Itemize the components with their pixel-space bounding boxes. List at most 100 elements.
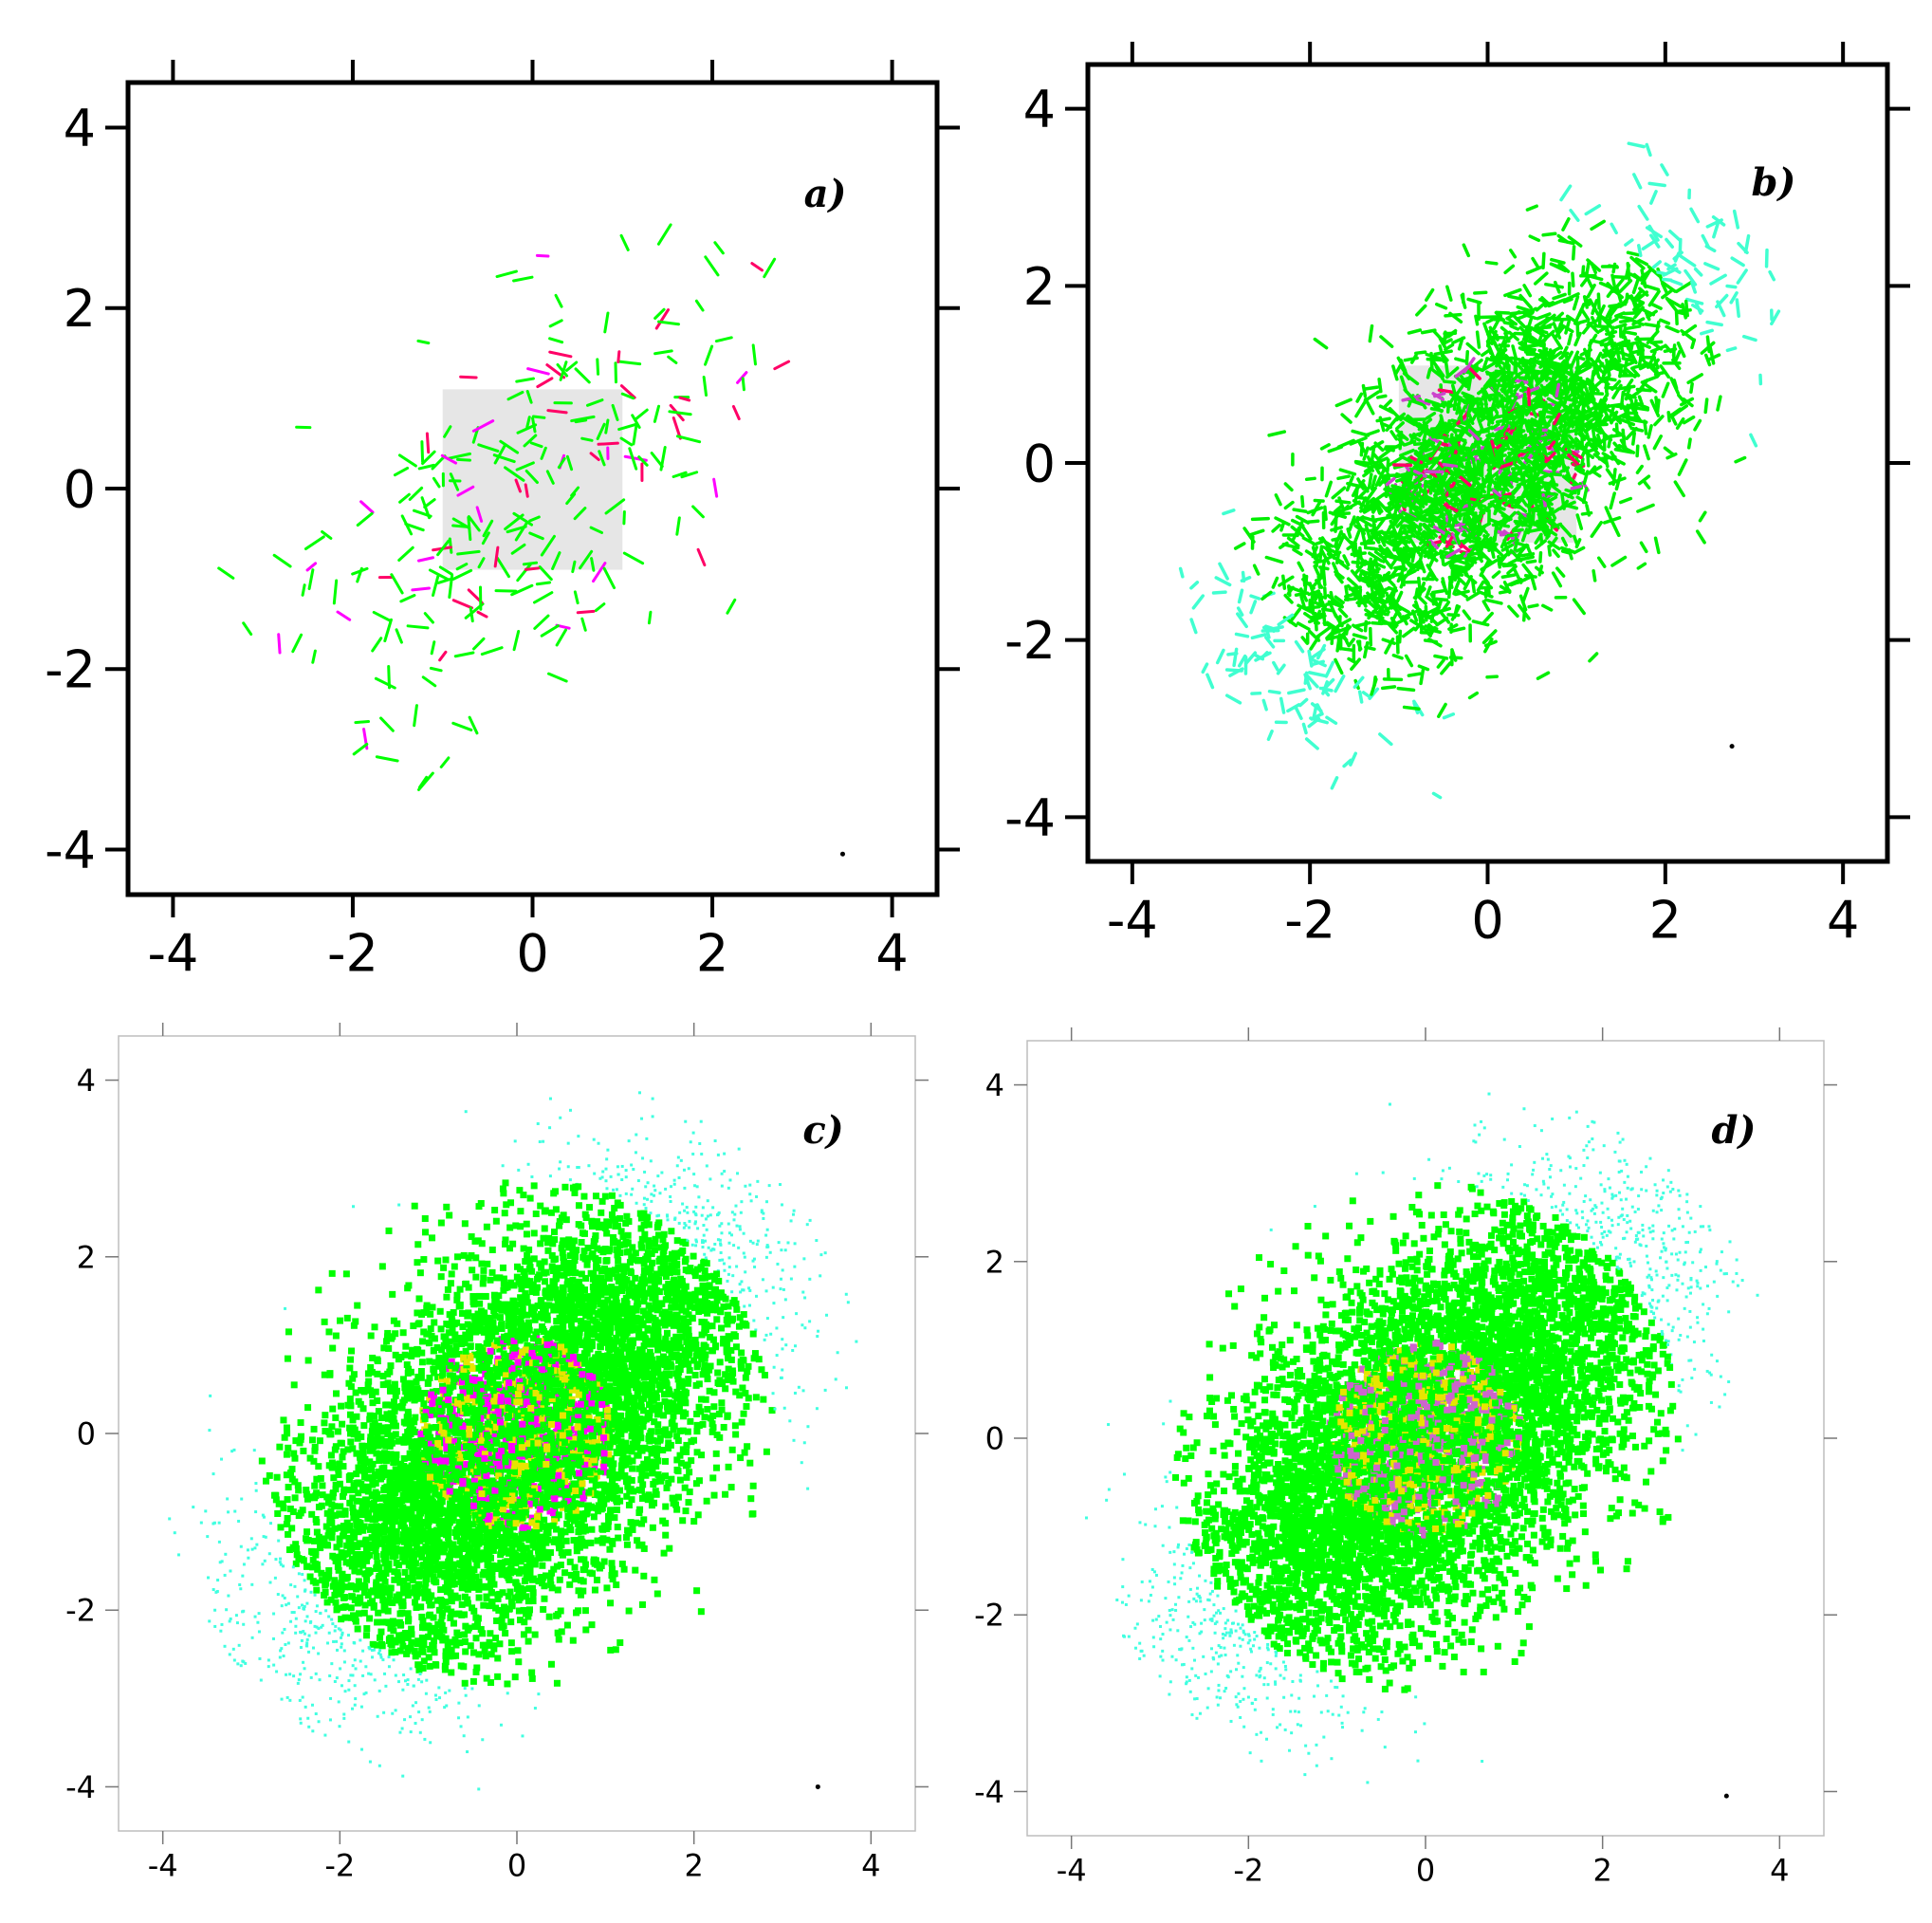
data-point xyxy=(322,1412,329,1419)
data-point xyxy=(1603,453,1610,469)
x-tick-label: -4 xyxy=(1107,891,1158,951)
data-point xyxy=(516,423,538,435)
data-point xyxy=(1655,398,1661,413)
data-point xyxy=(1298,697,1309,708)
data-point xyxy=(1525,559,1537,564)
data-point xyxy=(1218,562,1229,581)
data-point xyxy=(1614,314,1635,322)
data-point xyxy=(1336,474,1351,481)
data-point xyxy=(691,1152,695,1156)
data-point xyxy=(516,1187,524,1194)
data-point xyxy=(1374,517,1387,531)
data-point xyxy=(662,1503,670,1510)
data-point xyxy=(1673,349,1682,363)
data-point xyxy=(523,434,538,448)
data-point xyxy=(1454,357,1466,363)
data-point xyxy=(704,255,720,277)
data-point xyxy=(528,515,541,523)
data-point xyxy=(1283,500,1295,510)
data-point xyxy=(1709,273,1727,286)
data-point xyxy=(1294,639,1305,654)
data-point xyxy=(637,455,649,467)
y-tick-label: 0 xyxy=(64,459,96,519)
data-point xyxy=(304,535,325,551)
data-point xyxy=(1376,579,1385,592)
data-point xyxy=(697,1608,705,1616)
data-point xyxy=(515,461,535,472)
data-point xyxy=(775,1354,779,1358)
data-point xyxy=(1491,570,1501,579)
data-point xyxy=(1647,424,1653,439)
data-point xyxy=(395,628,403,644)
data-point xyxy=(722,1490,729,1498)
data-point xyxy=(1391,653,1404,660)
data-point xyxy=(569,1636,577,1644)
data-point xyxy=(481,531,490,545)
data-point xyxy=(1609,325,1616,338)
data-point xyxy=(1507,294,1525,302)
data-point xyxy=(336,610,352,621)
data-point xyxy=(1189,581,1200,590)
data-point xyxy=(672,1182,676,1186)
data-point xyxy=(653,404,661,423)
data-point xyxy=(1502,321,1515,326)
data-point xyxy=(515,377,535,383)
data-point xyxy=(1267,689,1281,694)
data-point xyxy=(464,1110,468,1114)
data-point xyxy=(580,1193,588,1200)
data-point xyxy=(654,308,671,330)
data-point xyxy=(1274,516,1291,527)
data-point xyxy=(1627,141,1646,149)
data-point xyxy=(616,1201,624,1209)
data-point xyxy=(1618,279,1633,293)
data-point xyxy=(1260,651,1269,660)
data-point xyxy=(528,1669,536,1676)
data-point xyxy=(1425,287,1435,302)
data-point xyxy=(1584,204,1602,216)
data-point xyxy=(360,1747,364,1751)
data-point xyxy=(1191,594,1205,610)
data-point xyxy=(1481,573,1490,585)
data-point xyxy=(1502,339,1507,351)
data-point xyxy=(416,556,435,563)
data-point xyxy=(559,1160,562,1164)
data-point xyxy=(1564,354,1570,366)
data-point xyxy=(697,1195,701,1199)
data-point xyxy=(622,551,645,565)
data-point xyxy=(1331,486,1347,500)
data-point xyxy=(173,1531,176,1535)
data-point xyxy=(1677,458,1688,476)
data-point xyxy=(342,1716,346,1720)
panel-label: b) xyxy=(1752,160,1796,205)
data-point xyxy=(1386,513,1402,519)
data-point xyxy=(1626,261,1631,282)
data-point xyxy=(1493,522,1499,542)
data-point xyxy=(772,1365,776,1369)
data-point xyxy=(383,618,393,643)
data-point xyxy=(1580,510,1593,516)
data-point xyxy=(456,549,481,556)
data-point xyxy=(624,1192,628,1195)
data-point xyxy=(1487,536,1493,553)
data-point xyxy=(844,1386,848,1390)
data-point xyxy=(1649,190,1658,205)
data-point xyxy=(1689,207,1701,224)
data-point xyxy=(1368,324,1374,343)
data-point xyxy=(423,612,434,624)
data-point xyxy=(1359,541,1376,545)
data-point xyxy=(510,543,526,555)
x-tick-label: 0 xyxy=(1471,891,1503,951)
data-point xyxy=(448,537,453,554)
y-tick-label: 4 xyxy=(64,99,96,158)
data-point xyxy=(1345,474,1354,492)
data-point xyxy=(1465,342,1481,356)
data-point xyxy=(1361,691,1371,699)
data-point xyxy=(288,1673,292,1676)
data-point xyxy=(429,1741,432,1745)
data-point xyxy=(1481,611,1494,625)
data-point xyxy=(1580,265,1586,277)
data-point xyxy=(1704,244,1717,253)
data-point xyxy=(763,1338,766,1341)
data-point xyxy=(1643,444,1650,461)
data-point xyxy=(1445,285,1453,302)
